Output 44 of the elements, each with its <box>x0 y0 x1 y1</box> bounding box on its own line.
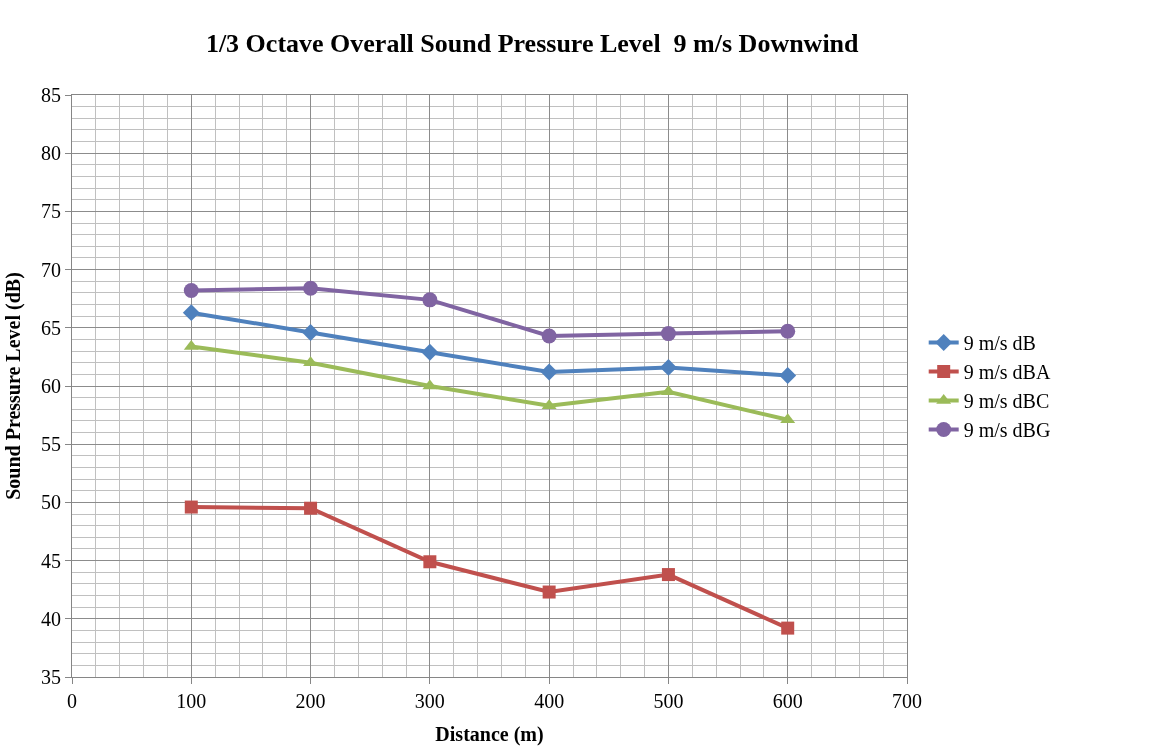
point <box>540 363 558 381</box>
y-tick-label: 80 <box>41 142 61 165</box>
point <box>302 324 320 341</box>
point <box>661 568 675 582</box>
x-tick-label: 300 <box>414 690 445 712</box>
x-tick-label: 500 <box>653 690 684 712</box>
y-tick-label: 75 <box>41 200 61 223</box>
y-tick-label: 60 <box>41 375 61 397</box>
legend-label: 9 m/s dBA <box>963 361 1051 384</box>
point <box>542 585 556 599</box>
y-tick-label: 45 <box>41 549 61 572</box>
point <box>421 343 439 361</box>
point <box>182 304 200 322</box>
y-tick-label: 50 <box>41 491 61 514</box>
point <box>423 555 437 569</box>
point <box>781 621 795 635</box>
y-axis-title: Sound Pressure Level (dB) <box>1 272 25 500</box>
point <box>422 292 438 308</box>
point <box>184 500 198 514</box>
point <box>304 501 318 515</box>
y-tick-label: 70 <box>41 258 61 281</box>
x-tick-label: 600 <box>772 690 803 712</box>
y-tick-label: 35 <box>41 666 61 688</box>
x-axis-title: Distance (m) <box>435 722 544 746</box>
point <box>779 367 797 384</box>
point <box>541 328 557 344</box>
legend-label: 9 m/s dBC <box>963 390 1050 413</box>
y-tick-label: 85 <box>41 84 61 106</box>
y-tick-label: 65 <box>41 316 61 339</box>
point <box>780 323 796 339</box>
x-tick-label: 700 <box>892 690 922 712</box>
y-tick-label: 40 <box>41 607 61 630</box>
point <box>660 326 676 342</box>
y-tick-label: 55 <box>41 433 61 456</box>
chart-title: 1/3 Octave Overall Sound Pressure Level 9 m/s Downwind <box>205 29 860 59</box>
legend-label: 9 m/s dB <box>963 332 1036 355</box>
legend-label: 9 m/s dBG <box>963 419 1051 442</box>
point <box>183 283 199 299</box>
x-tick-label: 100 <box>176 690 207 712</box>
point <box>659 358 677 376</box>
x-tick-label: 0 <box>67 690 77 712</box>
point <box>303 280 319 296</box>
x-tick-label: 400 <box>534 690 565 712</box>
x-tick-label: 200 <box>295 690 326 712</box>
